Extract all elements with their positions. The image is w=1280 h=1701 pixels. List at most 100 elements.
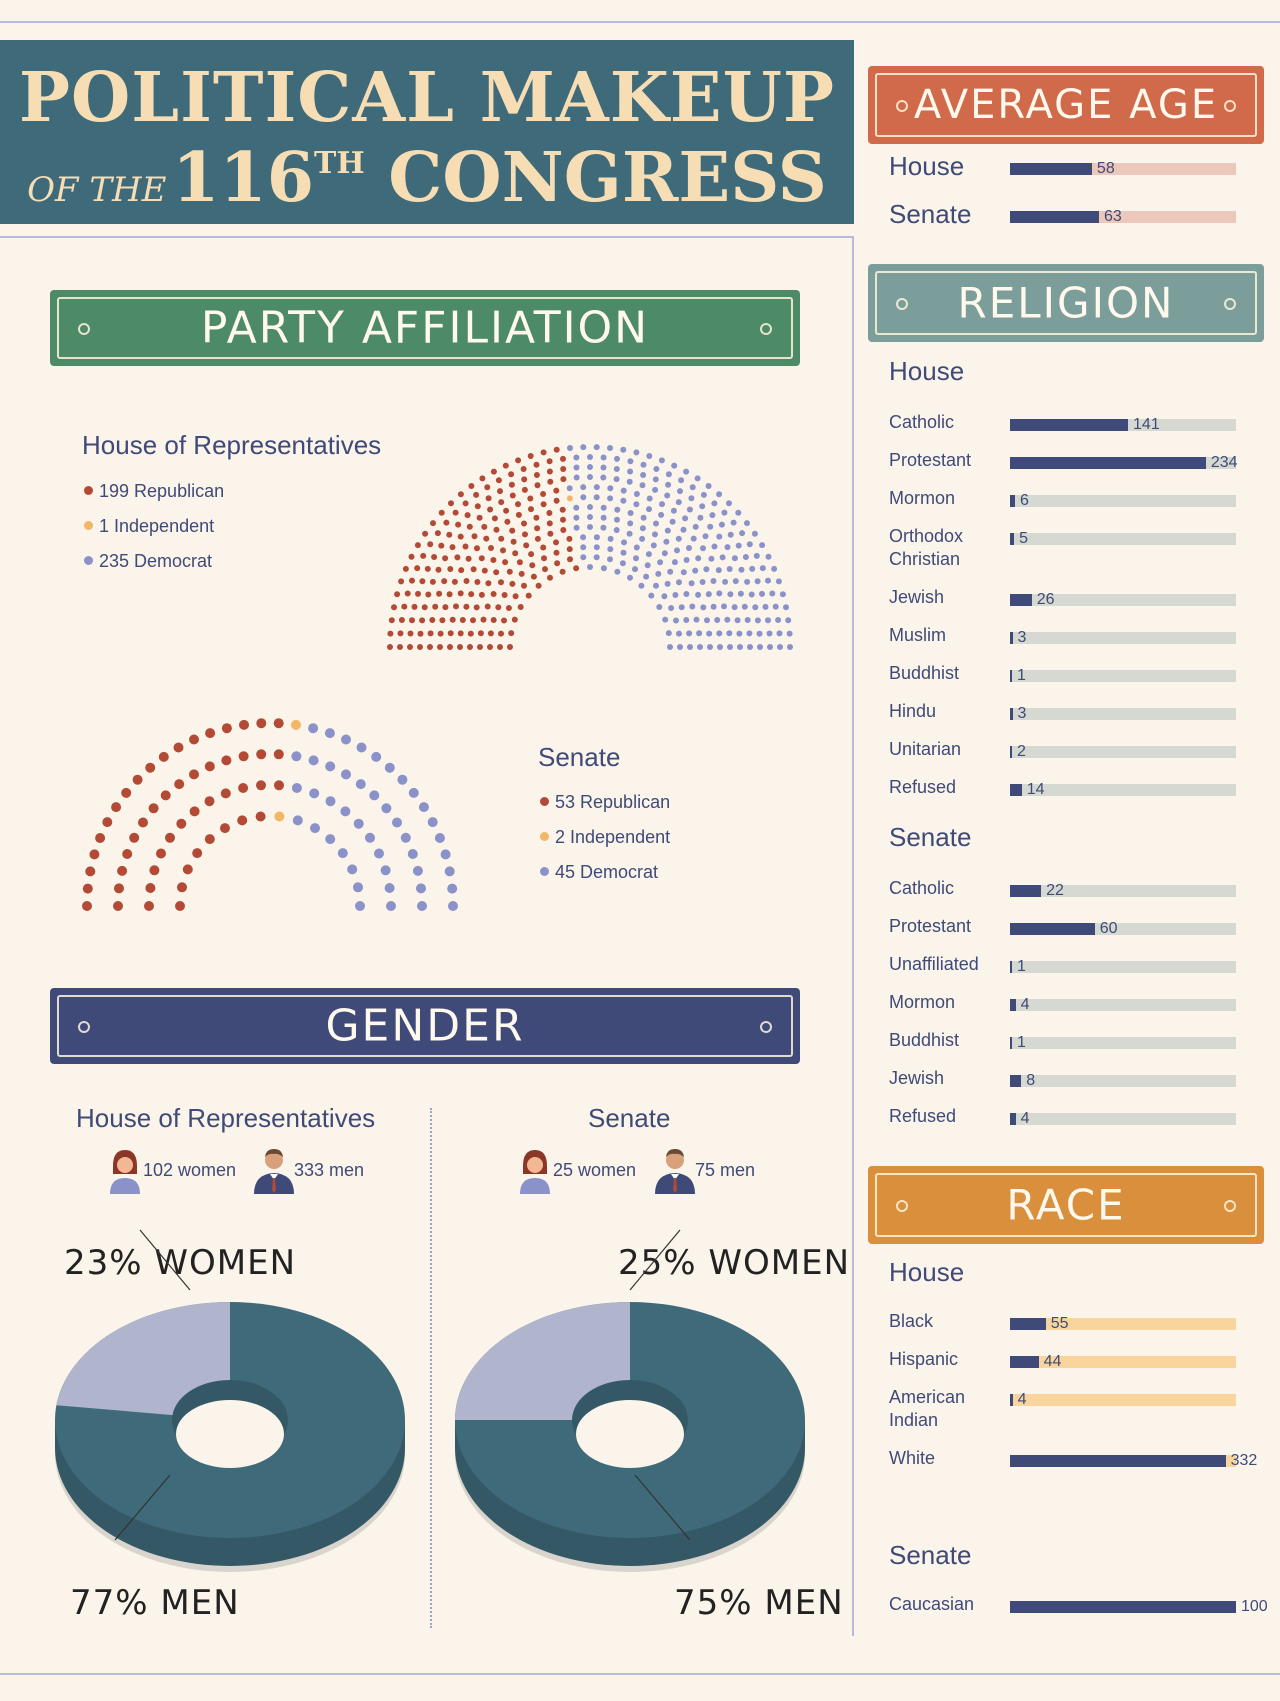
house-republican-seat <box>498 630 504 637</box>
religion-house-bar <box>1010 708 1013 720</box>
house-women-count: 102 women <box>143 1160 237 1180</box>
house-democrat-seat <box>587 514 593 520</box>
religion-senate-bar <box>1010 923 1095 935</box>
senate-republican-seat <box>220 788 231 799</box>
religion-senate-label: Unaffiliated <box>889 954 979 974</box>
house-republican-seat <box>468 591 475 598</box>
religion-house-value: 5 <box>1019 530 1029 547</box>
religion-senate-label: Buddhist <box>889 1030 960 1050</box>
senate-democrat-seat <box>309 788 320 799</box>
title-congress: CONGRESS <box>388 138 827 218</box>
senate-democrat-seat <box>427 817 438 828</box>
house-republican-seat <box>398 578 405 585</box>
title-line1: POLITICAL MAKEUP <box>18 58 836 138</box>
house-republican-seat <box>495 477 502 484</box>
religion-senate-value: 22 <box>1046 882 1064 899</box>
house-democrat-seat <box>765 617 771 624</box>
house-republican-seat <box>452 509 459 516</box>
legend-text: 53 Republican <box>555 792 671 812</box>
house-republican-seat <box>534 525 541 532</box>
house-independent-seat <box>566 495 573 502</box>
house-democrat-seat <box>705 483 712 489</box>
religion-senate-label: Jewish <box>889 1068 945 1088</box>
senate-legend-independent: 2 Independent <box>540 827 670 848</box>
house-republican-seat <box>415 590 421 597</box>
house-democrat-seat <box>626 530 633 537</box>
senate-democrat-seat <box>392 817 402 828</box>
religion-senate-bar <box>1010 961 1012 973</box>
house-democrat-seat <box>638 582 645 589</box>
house-republican-seat <box>480 616 487 623</box>
senate-independent-seat <box>274 811 285 822</box>
house-republican-seat <box>527 495 534 502</box>
house-republican-seat <box>487 644 493 650</box>
house-democrat-seat <box>665 630 672 637</box>
banner-gender-label: GENDER <box>325 1000 525 1052</box>
house-republican-seat <box>573 565 580 572</box>
title-number: 116 <box>172 138 315 218</box>
house-republican-seat <box>454 554 461 561</box>
house-republican-seat <box>484 484 491 491</box>
woman-icon <box>520 1150 550 1194</box>
senate-republican-seat <box>239 719 249 730</box>
religion-house-value: 2 <box>1017 743 1026 760</box>
house-democrat-seat <box>643 573 650 580</box>
gender-house-title: House of Representatives <box>76 1103 376 1133</box>
house-democrat-seat <box>567 445 573 451</box>
house-democrat-seat <box>671 559 678 566</box>
house-democrat-seat <box>707 523 714 530</box>
age-bar <box>1010 163 1092 175</box>
house-democrat-seat <box>607 445 613 451</box>
democrat-dot-icon <box>84 556 93 565</box>
house-republican-seat <box>409 577 415 584</box>
senate-republican-seat <box>273 718 284 729</box>
top-rule <box>0 21 1280 23</box>
house-republican-seat <box>471 533 478 540</box>
house-republican-seat <box>546 458 553 465</box>
house-republican-seat <box>502 559 509 566</box>
senate-republican-seat <box>221 723 232 734</box>
independent-dot-icon <box>540 832 549 841</box>
house-democrat-seat <box>645 551 652 558</box>
house-democrat-seat <box>676 579 682 586</box>
house-democrat-seat <box>714 617 721 623</box>
senate-republican-seat <box>255 811 266 822</box>
man-icon <box>655 1149 695 1194</box>
house-legend-republican: 199 Republican <box>84 481 224 502</box>
house-republican-seat <box>490 468 497 475</box>
house-democrat-seat <box>593 444 600 451</box>
house-republican-seat <box>427 644 433 650</box>
house-democrat-seat <box>686 545 692 551</box>
house-republican-seat <box>470 566 477 573</box>
house-democrat-seat <box>627 458 634 465</box>
house-democrat-seat <box>709 512 716 519</box>
house-democrat-seat <box>754 617 761 624</box>
house-democrat-seat <box>769 590 776 597</box>
house-democrat-seat <box>652 486 659 493</box>
house-democrat-seat <box>648 592 655 599</box>
house-democrat-seat <box>687 644 693 650</box>
senate-republican-seat <box>256 780 266 791</box>
house-democrat-seat <box>737 644 743 650</box>
religion-senate-title: Senate <box>889 822 972 852</box>
house-democrat-seat <box>633 491 640 497</box>
house-democrat-seat <box>633 544 640 551</box>
house-democrat-seat <box>736 630 743 637</box>
religion-house-track <box>1010 457 1236 469</box>
house-republican-seat <box>529 562 536 569</box>
house-democrat-seat <box>693 616 700 623</box>
house-democrat-seat <box>722 578 729 585</box>
house-republican-seat <box>397 644 403 650</box>
senate-republican-seat <box>144 901 154 911</box>
house-democrat-seat <box>646 453 653 459</box>
house-republican-seat <box>427 630 434 637</box>
religion-senate-label: Refused <box>889 1106 957 1126</box>
house-republican-seat <box>439 617 446 624</box>
house-republican-seat <box>463 578 470 584</box>
age-value: 58 <box>1096 160 1115 177</box>
house-republican-seat <box>495 604 502 611</box>
race-senate-value: 100 <box>1241 1598 1268 1615</box>
house-republican-seat <box>476 514 483 521</box>
house-legend-independent: 1 Independent <box>84 516 214 537</box>
house-democrat-seat <box>735 542 742 549</box>
